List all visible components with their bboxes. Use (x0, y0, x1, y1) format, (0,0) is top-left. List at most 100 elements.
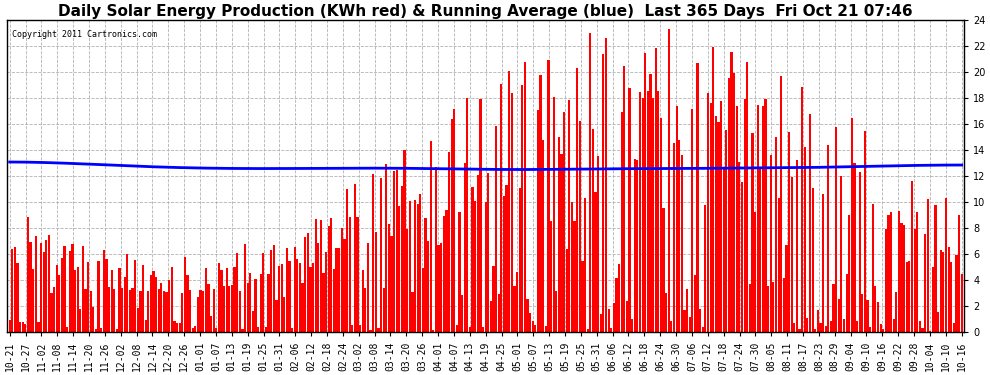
Bar (53, 287, 55, 332)
Bar (895, 292, 897, 332)
Bar (450, 119, 452, 332)
Bar (806, 318, 809, 332)
Bar (704, 205, 707, 332)
Bar (833, 284, 835, 332)
Bar (60, 258, 63, 332)
Bar (234, 267, 236, 332)
Bar (380, 178, 382, 332)
Bar (181, 292, 183, 332)
Bar (589, 33, 591, 332)
Bar (419, 194, 422, 332)
Bar (140, 291, 142, 332)
Bar (121, 288, 124, 332)
Bar (769, 155, 772, 332)
Bar (565, 249, 568, 332)
Bar (194, 327, 196, 332)
Bar (751, 133, 753, 332)
Bar (662, 208, 664, 332)
Bar (11, 249, 14, 332)
Bar (132, 288, 134, 332)
Bar (223, 286, 226, 332)
Bar (307, 233, 309, 332)
Bar (309, 267, 312, 332)
Bar (441, 243, 443, 332)
Bar (58, 275, 60, 332)
Bar (506, 185, 508, 332)
Bar (634, 159, 636, 332)
Bar (503, 196, 505, 332)
Bar (812, 188, 814, 332)
Bar (914, 229, 916, 332)
Bar (930, 331, 932, 332)
Bar (552, 97, 554, 332)
Bar (675, 106, 678, 332)
Bar (540, 75, 542, 332)
Bar (453, 109, 455, 332)
Bar (142, 265, 145, 332)
Bar (369, 330, 371, 332)
Bar (613, 303, 615, 332)
Bar (68, 251, 71, 332)
Bar (646, 91, 649, 332)
Bar (853, 163, 855, 332)
Bar (726, 130, 728, 332)
Bar (469, 327, 471, 332)
Bar (113, 289, 116, 332)
Bar (547, 60, 549, 332)
Bar (48, 235, 50, 332)
Bar (508, 71, 510, 332)
Bar (189, 290, 191, 332)
Bar (694, 274, 696, 332)
Bar (134, 260, 137, 332)
Bar (278, 266, 280, 332)
Bar (333, 268, 335, 332)
Bar (129, 290, 131, 332)
Bar (718, 122, 720, 332)
Bar (173, 321, 175, 332)
Bar (32, 269, 35, 332)
Bar (226, 267, 228, 332)
Bar (874, 286, 876, 332)
Bar (446, 210, 447, 332)
Bar (631, 318, 634, 332)
Bar (304, 237, 306, 332)
Bar (239, 291, 241, 332)
Bar (90, 291, 92, 332)
Bar (673, 143, 675, 332)
Bar (221, 270, 223, 332)
Bar (887, 215, 890, 332)
Bar (741, 182, 743, 332)
Bar (382, 288, 385, 332)
Bar (911, 181, 913, 332)
Bar (935, 205, 937, 332)
Bar (66, 327, 68, 332)
Bar (323, 273, 325, 332)
Bar (404, 150, 406, 332)
Bar (754, 211, 756, 332)
Bar (924, 234, 927, 332)
Bar (210, 316, 212, 332)
Bar (898, 211, 900, 332)
Bar (302, 283, 304, 332)
Bar (353, 184, 356, 332)
Bar (165, 292, 167, 332)
Bar (581, 261, 583, 332)
Bar (746, 62, 748, 332)
Bar (848, 214, 850, 332)
Bar (830, 321, 832, 332)
Bar (618, 264, 620, 332)
Bar (696, 63, 699, 332)
Bar (500, 84, 503, 332)
Bar (659, 118, 662, 332)
Bar (105, 260, 108, 332)
Bar (145, 320, 147, 332)
Bar (856, 321, 858, 332)
Bar (850, 118, 853, 332)
Bar (511, 93, 513, 332)
Bar (254, 279, 256, 332)
Bar (775, 137, 777, 332)
Bar (869, 327, 871, 332)
Bar (908, 261, 911, 332)
Bar (783, 278, 785, 332)
Bar (200, 290, 202, 332)
